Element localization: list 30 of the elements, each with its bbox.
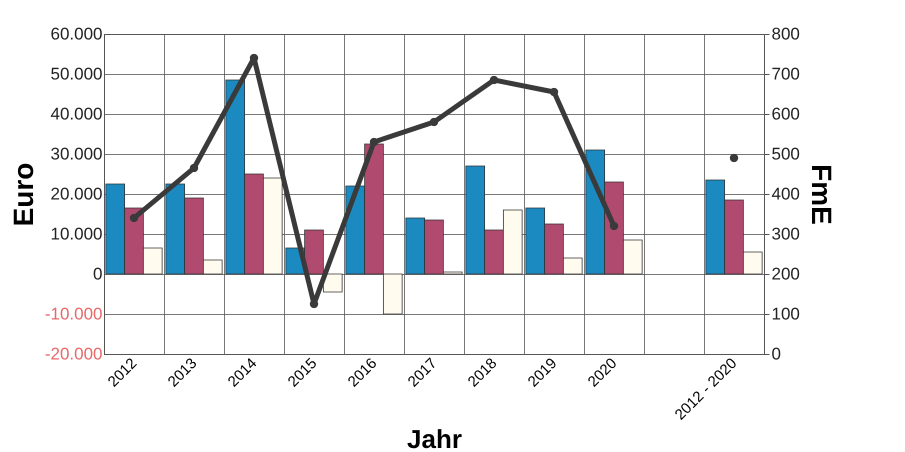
y2-tick-label: 200	[772, 264, 800, 284]
y2-tick-label: 700	[772, 64, 800, 84]
point	[730, 154, 738, 162]
y2-tick-label: 0	[772, 344, 781, 364]
y2-tick-label: 800	[772, 24, 800, 44]
point	[430, 118, 438, 126]
y2-tick-label: 400	[772, 184, 800, 204]
point	[370, 138, 378, 146]
y-tick-label: -20.000	[44, 344, 102, 364]
y-axis-title: Euro	[8, 162, 39, 226]
y2-axis-title: FmE	[806, 164, 837, 225]
y-tick-label: 40.000	[50, 104, 102, 124]
y-tick-label: 60.000	[50, 24, 102, 44]
y-tick-label: 10.000	[50, 224, 102, 244]
point	[610, 222, 618, 230]
y2-tick-label: 100	[772, 304, 800, 324]
y-tick-label: 20.000	[50, 184, 102, 204]
y-tick-label: 50.000	[50, 64, 102, 84]
bar	[322, 274, 343, 292]
y2-tick-label: 300	[772, 224, 800, 244]
y2-tick-label: 500	[772, 144, 800, 164]
point	[490, 76, 498, 84]
y-tick-label: 0	[93, 264, 102, 284]
x-axis-title: Jahr	[407, 424, 462, 452]
y-tick-label: 30.000	[50, 144, 102, 164]
point	[130, 214, 138, 222]
point	[550, 88, 558, 96]
y2-tick-label: 600	[772, 104, 800, 124]
y-tick-label: -10.000	[44, 304, 102, 324]
point	[190, 164, 198, 172]
